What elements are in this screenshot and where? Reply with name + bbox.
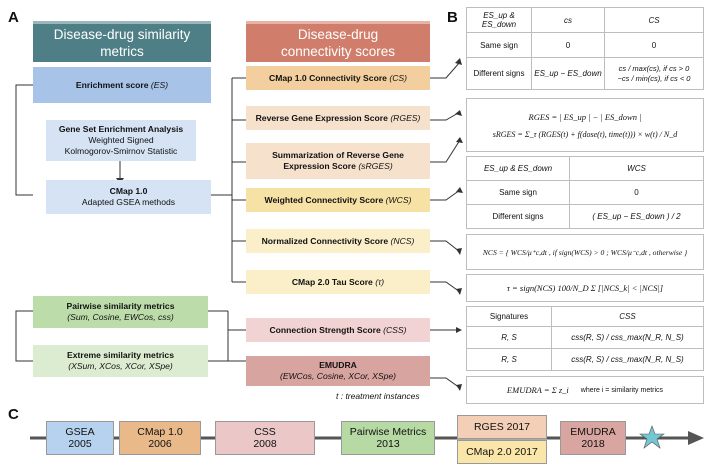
cs-table-same-sign: Same sign: [466, 32, 532, 58]
ncs-formula-box: NCS = { WCS/μ⁺c,dt , if sign(WCS) > 0 ; …: [466, 234, 704, 270]
wcs-table-header-wcs: WCS: [569, 156, 704, 181]
wcs-label: Weighted Connectivity Score (WCS): [264, 194, 412, 205]
ncs-label: Normalized Connectivity Score (NCS): [261, 235, 415, 246]
wcs-table-diff-signs: Different signs: [466, 204, 570, 229]
timeline-pairwise-year: 2013: [376, 438, 400, 450]
enrichment-score-box: Enrichment score (ES): [33, 67, 211, 103]
timeline-cmap1-year: 2006: [148, 438, 172, 450]
cmap1-line2: Adapted GSEA methods: [81, 197, 176, 207]
cs-table-diff-cs: ES_up − ES_down: [531, 57, 605, 90]
css-table-row2-css: css(R, S) / css_max(N_R, N_S): [551, 348, 704, 371]
emudra-box: EMUDRA (EWCos, Cosine, XCor, XSpe): [246, 356, 430, 386]
css-table-row1-css: css(R, S) / css_max(N_R, N_S): [551, 326, 704, 349]
rges-formula: RGES = | ES_up | − | ES_down |: [528, 111, 642, 122]
panel-label-a: A: [8, 9, 19, 26]
timeline-css-name: CSS: [254, 426, 276, 438]
treatment-note: t : treatment instances: [336, 391, 420, 401]
timeline-emudra: EMUDRA 2018: [560, 421, 626, 455]
connectivity-header: Disease-drug connectivity scores: [246, 21, 430, 62]
css-label: Connection Strength Score (CSS): [269, 324, 407, 335]
timeline-emudra-year: 2018: [581, 438, 605, 450]
srges-line2: Expression Score (sRGES): [283, 161, 393, 171]
wcs-box: Weighted Connectivity Score (WCS): [246, 188, 430, 212]
pairwise-line2: (Sum, Cosine, EWCos, css): [67, 312, 174, 322]
tau-formula: τ = sign(NCS) 100/N_D Σ [|NCS_k| < |NCS|…: [506, 283, 664, 293]
cmap1-box: CMap 1.0 Adapted GSEA methods: [46, 180, 211, 214]
extreme-line2: (XSum, XCos, XCor, XSpe): [68, 361, 173, 371]
css-table-header-css: CSS: [551, 306, 704, 327]
ncs-box: Normalized Connectivity Score (NCS): [246, 229, 430, 253]
timeline-gsea-year: 2005: [68, 438, 92, 450]
css-table: Signatures CSS R, S css(R, S) / css_max(…: [466, 306, 704, 371]
tau-label: CMap 2.0 Tau Score (τ): [291, 276, 385, 287]
tau-box: CMap 2.0 Tau Score (τ): [246, 270, 430, 294]
timeline-cmap1-name: CMap 1.0: [137, 426, 183, 438]
timeline-css-year: 2008: [253, 438, 277, 450]
css-table-row1-sig: R, S: [466, 326, 552, 349]
timeline-gsea-name: GSEA: [65, 426, 95, 438]
gsea-line3: Kolmogorov-Smirnov Statistic: [64, 146, 178, 156]
panel-label-b: B: [447, 9, 458, 26]
timeline-cmap2-name: CMap 2.0 2017: [466, 446, 538, 458]
cs-table-diff-signs: Different signs: [466, 57, 532, 90]
srges-formula: sRGES = Σ_τ (RGES(t) + f(dose(t), time(t…: [492, 129, 678, 139]
cs-table-header-es: ES_up & ES_down: [466, 7, 532, 33]
timeline-cmap2: CMap 2.0 2017: [457, 440, 547, 464]
similarity-header: Disease-drug similarity metrics: [33, 21, 211, 62]
rges-label: Reverse Gene Expression Score (RGES): [255, 112, 421, 123]
cs-table-same-sign-cs: 0: [531, 32, 605, 58]
cs-table-diff-CS: cs / max(cs), if cs > 0 −cs / min(cs), if…: [604, 57, 704, 90]
srges-title: Summarization of Reverse Gene: [272, 150, 404, 160]
css-table-row2-sig: R, S: [466, 348, 552, 371]
wcs-table-header-es: ES_up & ES_down: [466, 156, 570, 181]
enrichment-score-label: Enrichment score (ES): [75, 79, 169, 90]
timeline-css: CSS 2008: [215, 421, 315, 455]
ncs-formula: NCS = { WCS/μ⁺c,dt , if sign(WCS) > 0 ; …: [482, 247, 688, 257]
emudra-line2: (EWCos, Cosine, XCor, XSpe): [279, 371, 397, 381]
star-icon: [639, 425, 665, 449]
similarity-header-text: Disease-drug similarity metrics: [53, 27, 191, 59]
panel-label-c: C: [8, 406, 19, 423]
rges-formula-box: RGES = | ES_up | − | ES_down | sRGES = Σ…: [466, 98, 704, 152]
cs-label: CMap 1.0 Connectivity Score (CS): [268, 72, 408, 83]
cs-table-same-sign-CS: 0: [604, 32, 704, 58]
wcs-table-diff-signs-value: ( ES_up − ES_down ) / 2: [569, 204, 704, 229]
cs-box: CMap 1.0 Connectivity Score (CS): [246, 66, 430, 90]
gsea-box: Gene Set Enrichment Analysis Weighted Si…: [46, 120, 196, 161]
wcs-table: ES_up & ES_down WCS Same sign 0 Differen…: [466, 156, 704, 229]
gsea-line2: Weighted Signed: [88, 135, 154, 145]
cs-table-header-cs-lower: cs: [531, 7, 605, 33]
connectivity-header-text: Disease-drug connectivity scores: [280, 27, 396, 59]
pairwise-title: Pairwise similarity metrics: [66, 301, 175, 311]
cs-table: ES_up & ES_down cs CS Same sign 0 0 Diff…: [466, 7, 704, 90]
wcs-table-same-sign-value: 0: [569, 180, 704, 205]
tau-formula-box: τ = sign(NCS) 100/N_D Σ [|NCS_k| < |NCS|…: [466, 274, 704, 302]
cmap1-title: CMap 1.0: [109, 186, 148, 196]
css-table-header-signatures: Signatures: [466, 306, 552, 327]
timeline-rges-name: RGES 2017: [473, 421, 531, 433]
timeline-emudra-name: EMUDRA: [570, 426, 616, 438]
timeline-rges: RGES 2017: [457, 415, 547, 439]
timeline-pairwise: Pairwise Metrics 2013: [341, 421, 435, 455]
pairwise-box: Pairwise similarity metrics (Sum, Cosine…: [33, 296, 208, 328]
wcs-table-same-sign: Same sign: [466, 180, 570, 205]
timeline-gsea: GSEA 2005: [46, 421, 114, 455]
extreme-title: Extreme similarity metrics: [66, 350, 174, 360]
emudra-formula-note: where i = similarity metrics: [580, 386, 664, 394]
timeline-pairwise-name: Pairwise Metrics: [349, 426, 427, 438]
rges-box: Reverse Gene Expression Score (RGES): [246, 106, 430, 130]
emudra-formula-box: EMUDRA = Σ z_i where i = similarity metr…: [466, 376, 704, 404]
timeline-cmap1: CMap 1.0 2006: [119, 421, 201, 455]
extreme-box: Extreme similarity metrics (XSum, XCos, …: [33, 345, 208, 377]
emudra-title: EMUDRA: [319, 360, 357, 370]
cs-table-header-cs-upper: CS: [604, 7, 704, 33]
gsea-title: Gene Set Enrichment Analysis: [58, 124, 184, 134]
css-box: Connection Strength Score (CSS): [246, 318, 430, 342]
emudra-formula: EMUDRA = Σ z_i: [506, 385, 569, 395]
srges-box: Summarization of Reverse Gene Expression…: [246, 143, 430, 179]
